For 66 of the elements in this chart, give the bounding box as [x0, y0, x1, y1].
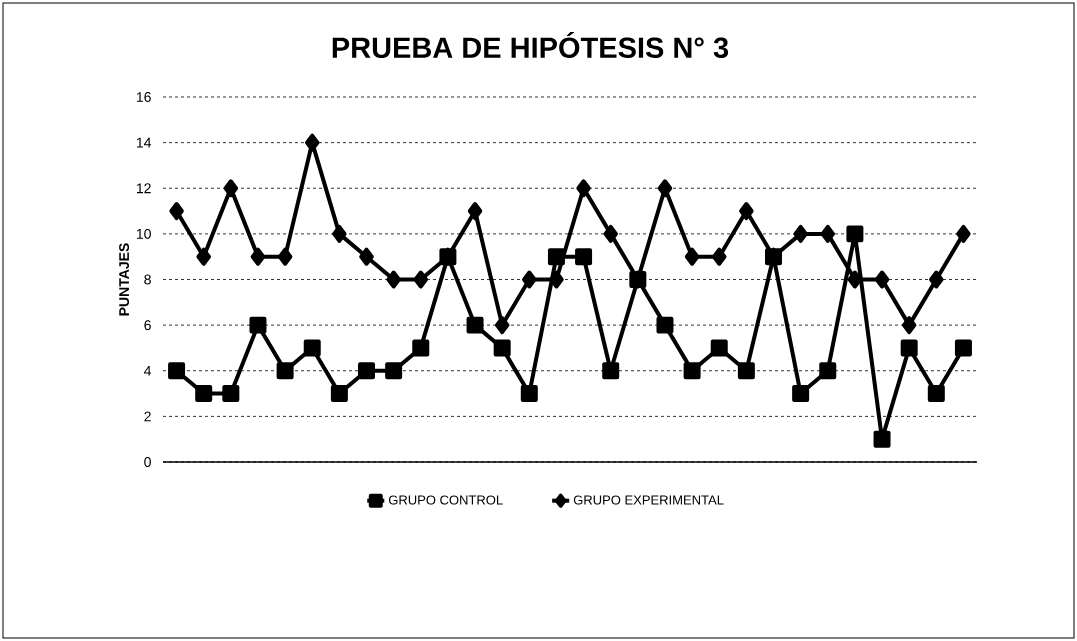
y-tick-label: 8 [144, 274, 151, 285]
point [792, 385, 810, 403]
point [929, 270, 944, 289]
legend-label: GRUPO EXPERIMENTAL [573, 495, 724, 505]
point [737, 362, 755, 380]
y-tick-label: 10 [136, 228, 151, 239]
point [520, 385, 538, 403]
point [304, 133, 320, 152]
point [575, 248, 593, 266]
point [819, 362, 837, 380]
y-tick-label: 12 [136, 183, 151, 194]
point [874, 270, 890, 289]
point [169, 202, 184, 221]
point [901, 316, 917, 335]
point [603, 224, 618, 243]
chart-title: PRUEBA DE HIPÓTESIS N° 3 [332, 31, 729, 59]
y-axis-title: PUNTAJES [119, 243, 130, 316]
point [277, 247, 293, 266]
point [793, 224, 808, 243]
point [195, 385, 213, 403]
point [385, 362, 403, 380]
point [412, 339, 430, 357]
point [359, 247, 374, 266]
y-tick-label: 16 [136, 92, 151, 102]
point [684, 247, 700, 266]
point [250, 247, 266, 266]
point [494, 316, 510, 335]
point [466, 316, 484, 334]
point [303, 339, 321, 357]
point [820, 224, 836, 243]
point [276, 362, 294, 380]
point [927, 385, 945, 403]
point [168, 362, 186, 380]
point [223, 179, 239, 198]
point [576, 179, 591, 198]
y-tick-label: 0 [144, 457, 151, 467]
point [683, 362, 701, 380]
point [900, 339, 918, 357]
point [954, 339, 972, 357]
y-tick-label: 2 [144, 411, 151, 422]
point [413, 270, 429, 289]
point [710, 339, 728, 357]
point [549, 270, 564, 289]
point [547, 248, 565, 266]
y-tick-label: 4 [144, 365, 152, 376]
point [467, 202, 483, 221]
point [739, 202, 754, 221]
point [656, 316, 674, 334]
point [332, 224, 347, 243]
legend-label: GRUPO CONTROL [388, 495, 503, 505]
y-tick-label: 6 [144, 320, 151, 331]
point [493, 339, 511, 357]
point [386, 270, 401, 289]
point [657, 179, 673, 198]
point [196, 247, 211, 266]
point [711, 247, 727, 266]
y-tick-label: 14 [136, 137, 152, 148]
point [358, 362, 375, 380]
point [249, 316, 267, 334]
point [956, 224, 971, 243]
point [330, 385, 348, 403]
point [602, 362, 620, 380]
point [222, 385, 240, 403]
point [522, 270, 537, 289]
point [873, 430, 891, 448]
point [846, 225, 864, 243]
